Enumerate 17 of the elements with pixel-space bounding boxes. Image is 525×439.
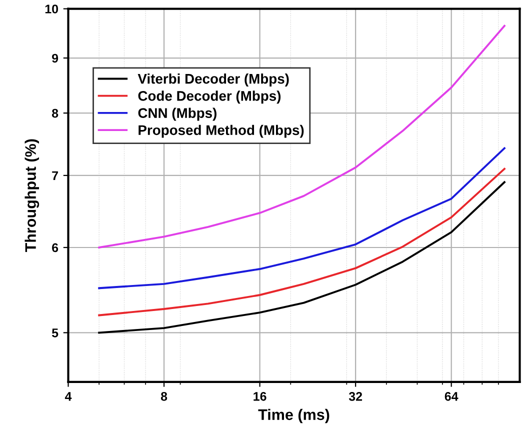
- y-tick-label: 5: [52, 328, 58, 338]
- x-tick-label: 64: [444, 392, 458, 401]
- x-tick-label: 8: [160, 392, 168, 401]
- y-tick-label: 8: [52, 108, 58, 118]
- legend-label: Viterbi Decoder (Mbps): [138, 74, 289, 86]
- y-axis-title: Throughput (%): [24, 139, 40, 252]
- x-tick-label: 4: [64, 392, 72, 401]
- x-tick-label: 16: [254, 392, 266, 401]
- y-tick-label: 6: [52, 243, 58, 252]
- legend-label: Proposed Method (Mbps): [138, 124, 304, 138]
- x-tick-label: 32: [348, 392, 362, 401]
- y-tick-label: 9: [52, 54, 58, 63]
- legend-label: CNN (Mbps): [138, 108, 216, 121]
- x-axis-title: Time (ms): [258, 408, 330, 424]
- y-tick-label: 10: [45, 4, 58, 14]
- legend-label: Code Decoder (Mbps): [138, 90, 281, 104]
- y-tick-label: 7: [52, 171, 58, 180]
